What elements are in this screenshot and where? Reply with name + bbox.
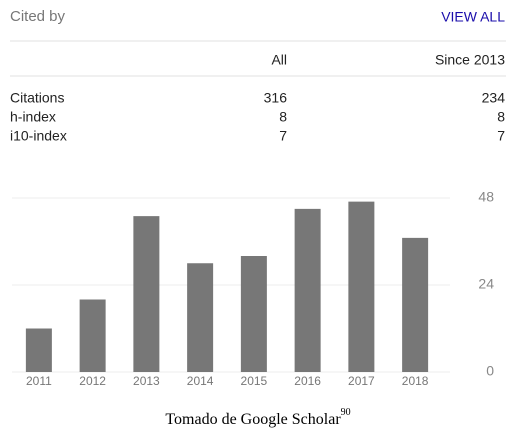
bar (402, 237, 429, 372)
x-tick-label: 2018 (402, 374, 429, 388)
bar (25, 328, 52, 372)
cell-value: 316 (264, 90, 288, 106)
chart: 0 24 48 2011 2012 2013 2014 2015 2016 2017 2018 (12, 189, 494, 388)
x-tick-label: 2017 (348, 374, 375, 388)
y-tick-label: 0 (486, 363, 494, 379)
x-tick-label: 2011 (26, 374, 52, 388)
view-all-link[interactable]: VIEW ALL (441, 9, 505, 25)
bar (348, 201, 375, 372)
column-header: All (271, 52, 287, 68)
y-tick-label: 48 (478, 189, 494, 205)
cell-value: 8 (279, 109, 287, 125)
x-tick-label: 2013 (133, 374, 160, 388)
bar (294, 208, 321, 372)
bar (187, 263, 214, 372)
cell-value: 234 (482, 90, 506, 106)
x-tick-label: 2015 (241, 374, 268, 388)
x-tick-label: 2014 (187, 374, 214, 388)
cell-value: 8 (497, 109, 505, 125)
x-tick-label: 2016 (294, 374, 321, 388)
row-label: i10-index (10, 128, 67, 144)
bar (79, 299, 106, 372)
cell-value: 7 (497, 128, 505, 144)
bar (240, 256, 267, 372)
row-label: h-index (10, 109, 56, 125)
row-label: Citations (10, 90, 64, 106)
y-tick-label: 24 (478, 276, 494, 292)
bar (133, 216, 160, 372)
column-header: Since 2013 (435, 52, 505, 68)
table-body: Citations 316 234 h-index 8 8 i10-index 7 7 (10, 90, 505, 144)
caption: Tomado de Google Scholar90 (165, 407, 350, 427)
cell-value: 7 (279, 128, 287, 144)
widget-title: Cited by (10, 8, 66, 25)
caption-text: Tomado de Google Scholar (165, 411, 341, 428)
x-tick-label: 2012 (79, 374, 106, 388)
caption-ref: 90 (341, 407, 351, 418)
